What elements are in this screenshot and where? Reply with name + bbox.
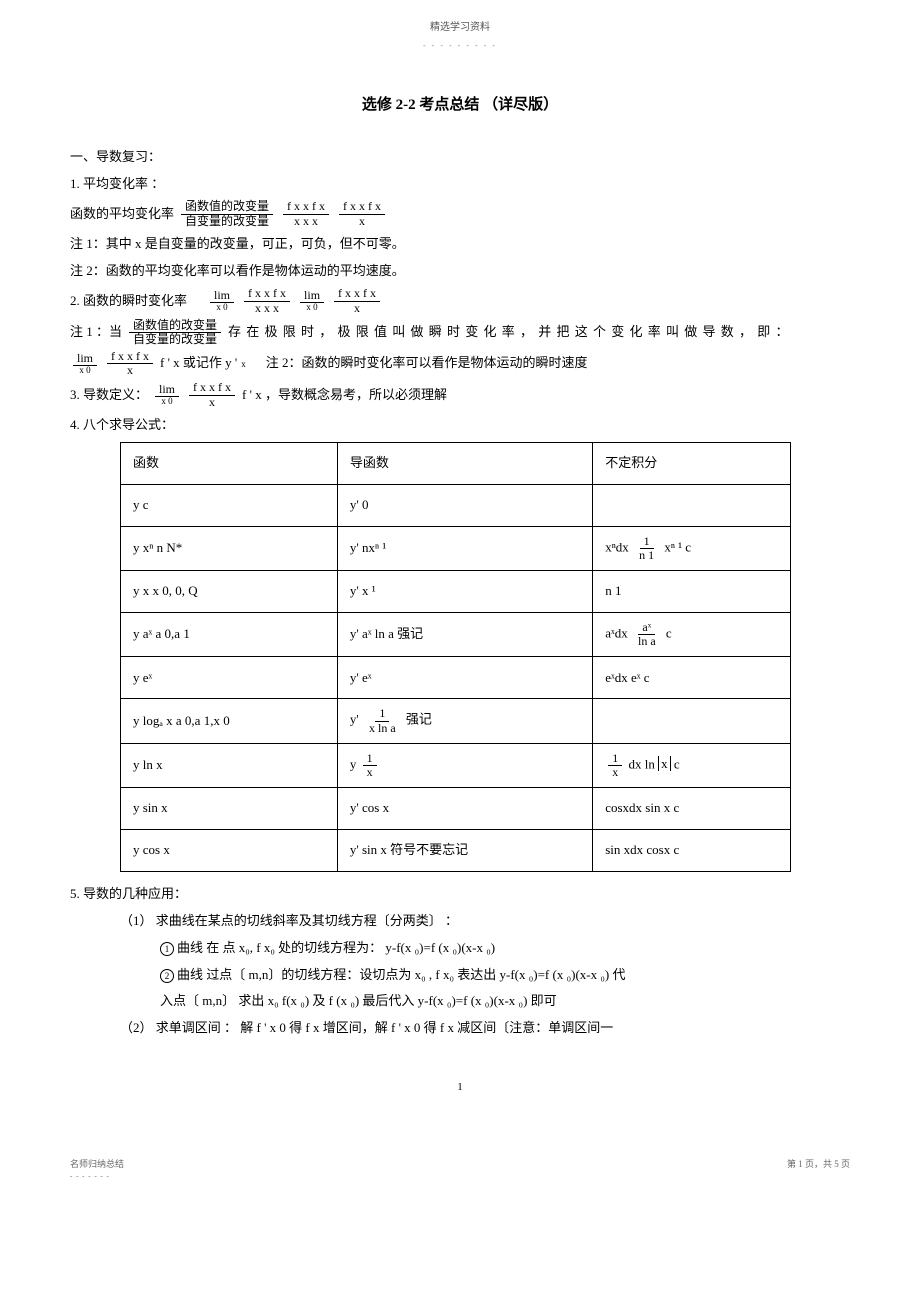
lim-2: lim x 0	[300, 289, 324, 313]
note-1-1: 注 1：其中 x 是自变量的改变量，可正，可负，但不可零。	[70, 234, 850, 255]
doc-title: 选修 2-2 考点总结 （详尽版）	[70, 93, 850, 117]
deriv-limit-line: lim x 0 f x x f x x f ' x 或记作 y 'x 注 2：函…	[70, 350, 850, 377]
note-2-1: 注 1 ：当 函数值的改变量 自变量的改变量 存 在 极 限 时 ， 极 限 值…	[70, 319, 850, 346]
derivative-table: 函数 导函数 不定积分 y c y' 0 y xⁿ n N* y' nxⁿ ¹ …	[120, 442, 791, 873]
table-row: y x x 0, 0, Q y' x ¹ n 1	[121, 571, 791, 613]
footer-left: 名师归纳总结	[70, 1157, 124, 1171]
avg-rate-lead: 函数的平均变化率	[70, 204, 174, 225]
item-5-2: （2） 求单调区间 ： 解 f ' x 0 得 f x 增区间，解 f ' x …	[120, 1018, 850, 1039]
doc-top-header: 精选学习资料	[70, 20, 850, 36]
item-1-label: 1. 平均变化率 ：	[70, 174, 850, 195]
instant-frac-1: f x x f x x x x	[244, 287, 290, 314]
col-derivative: 导函数	[337, 442, 592, 484]
section-1-heading: 一、导数复习：	[70, 147, 850, 168]
table-header-row: 函数 导函数 不定积分	[121, 442, 791, 484]
footer-left-dots: - - - - - - -	[70, 1171, 124, 1182]
table-row: y ln x y 1x 1x dx ln x c	[121, 743, 791, 787]
avg-rate-frac-words: 函数值的改变量 自变量的改变量	[181, 200, 273, 227]
note-1-2: 注 2：函数的平均变化率可以看作是物体运动的平均速度。	[70, 261, 850, 282]
lim-3: lim x 0	[73, 352, 97, 376]
avg-rate-frac-1: f x x f x x x x	[283, 200, 329, 227]
item-5-1b2: 入点〔 m,n〕 求出 x₀ f(x ₀) 及 f (x ₀) 最后代入 y-f…	[160, 991, 850, 1012]
note-2-1-frac: 函数值的改变量 自变量的改变量	[129, 319, 221, 346]
table-row: y sin x y' cos x cosxdx sin x c	[121, 788, 791, 830]
table-row: y logₐ x a 0,a 1,x 0 y' 1x ln a 强记	[121, 699, 791, 743]
circle-2-icon: 2	[160, 969, 174, 983]
item-5-1: （1） 求曲线在某点的切线斜率及其切线方程〔分两类〕 ：	[120, 911, 850, 932]
footer-right: 第 1 页，共 5 页	[787, 1157, 850, 1183]
circle-1-icon: 1	[160, 942, 174, 956]
item-5-label: 5. 导数的几种应用：	[70, 884, 850, 905]
deriv-def-frac: f x x f x x	[189, 381, 235, 408]
lim-1: lim x 0	[210, 289, 234, 313]
avg-rate-frac-2: f x x f x x	[339, 200, 385, 227]
item-5-1a: 1曲线 在 点 x₀, f x₀ 处的切线方程为： y-f(x ₀)=f (x …	[160, 938, 850, 959]
col-function: 函数	[121, 442, 338, 484]
col-integral: 不定积分	[593, 442, 791, 484]
page-footer: 名师归纳总结 - - - - - - - 第 1 页，共 5 页	[70, 1157, 850, 1183]
page-number: 1	[70, 1079, 850, 1097]
doc-top-dots: - - - - - - - - -	[70, 40, 850, 53]
avg-rate-line: 函数的平均变化率 函数值的改变量 自变量的改变量 f x x f x x x x…	[70, 200, 850, 227]
table-row: y xⁿ n N* y' nxⁿ ¹ xⁿdx 1n 1 xⁿ ¹ c	[121, 526, 791, 570]
deriv-def-line: 3. 导数定义： lim x 0 f x x f x x f ' x ，导数概念…	[70, 381, 850, 408]
item-5-1b: 2曲线 过点〔 m,n〕的切线方程：设切点为 x₀ , f x₀ 表达出 y-f…	[160, 965, 850, 986]
item-4-label: 4. 八个求导公式：	[70, 415, 850, 436]
table-row: y aˣ a 0,a 1 y' aˣ ln a 强记 aˣdx aˣln a c	[121, 613, 791, 657]
deriv-limit-frac: f x x f x x	[107, 350, 153, 377]
instant-rate-line: 2. 函数的瞬时变化率 lim x 0 f x x f x x x x lim …	[70, 287, 850, 314]
instant-rate-lead: 2. 函数的瞬时变化率	[70, 291, 187, 312]
table-row: y cos x y' sin x 符号不要忘记 sin xdx cosx c	[121, 830, 791, 872]
table-row: y eˣ y' eˣ eˣdx eˣ c	[121, 657, 791, 699]
lim-4: lim x 0	[155, 383, 179, 407]
table-row: y c y' 0	[121, 484, 791, 526]
instant-frac-2: f x x f x x	[334, 287, 380, 314]
